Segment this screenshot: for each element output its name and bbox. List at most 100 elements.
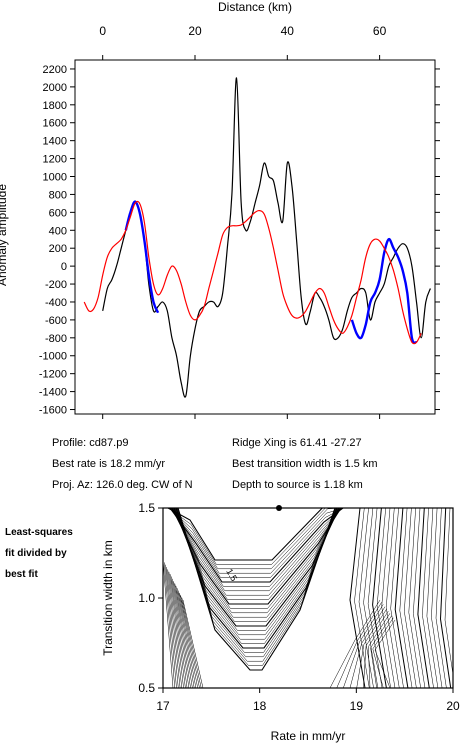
- contour-line: [165, 564, 177, 688]
- profile-series-blue: [124, 200, 160, 314]
- contour-line: [171, 508, 342, 600]
- contour-line: [166, 567, 179, 688]
- contour-line: [435, 508, 447, 688]
- contour-line: [363, 610, 389, 688]
- contour-line: [354, 508, 370, 688]
- contour-line: [372, 617, 394, 688]
- profile-y-tick-label: 2000: [43, 82, 67, 94]
- contour-line: [175, 508, 338, 649]
- contour-line: [173, 508, 340, 627]
- contour-line: [444, 508, 453, 677]
- side-label-line1: Least-squares: [5, 527, 73, 538]
- contour-line: [376, 508, 391, 688]
- profile-y-tick-label: 800: [49, 189, 67, 201]
- contour-line: [408, 508, 421, 688]
- contour-line: [170, 508, 342, 596]
- info-proj: Proj. Az: 126.0 deg. CW of N: [52, 479, 193, 491]
- contour-x-ticks: 17 18 19 20: [156, 688, 460, 713]
- contour-line: [172, 578, 188, 688]
- contour-line: [439, 508, 452, 688]
- profile-y-tick-label: 2200: [43, 64, 67, 76]
- profile-series-black: [102, 77, 431, 398]
- profile-y-tick-label: 1600: [43, 118, 67, 130]
- contour-line: [176, 508, 337, 653]
- contour-x-tick-label: 19: [350, 699, 364, 713]
- contour-line: [426, 508, 439, 688]
- profile-ylabel: Anomaly amplitude: [0, 184, 9, 286]
- info-block: Profile: cd87.p9 Ridge Xing is 61.41 -27…: [52, 437, 378, 491]
- profile-series-blue: [350, 238, 418, 345]
- contour-line: [394, 508, 409, 688]
- contour-line: [343, 604, 384, 688]
- profile-x-ticks: 0 20 40 60: [99, 24, 387, 419]
- contour-x-tick-label: 17: [156, 699, 170, 713]
- side-label: Least-squares fit divided by best fit: [5, 527, 73, 580]
- contour-line: [169, 574, 184, 688]
- contour-line: [349, 606, 386, 688]
- contour-line: [374, 619, 396, 688]
- contour-line: [174, 583, 191, 688]
- profile-y-tick-label: -1000: [39, 351, 67, 363]
- side-label-line3: best fit: [5, 569, 38, 580]
- contour-line: [174, 508, 339, 640]
- profile-y-ticks: 2200200018001600140012001000800600400200…: [39, 64, 440, 417]
- profile-x-tick-label: 0: [99, 24, 106, 38]
- contour-line: [399, 508, 413, 688]
- info-best-rate: Best rate is 18.2 mm/yr: [52, 458, 165, 470]
- profile-y-tick-label: -1200: [39, 369, 67, 381]
- profile-y-tick-label: -1400: [39, 387, 67, 399]
- contour-line: [417, 508, 430, 688]
- profile-x-tick-label: 40: [281, 24, 295, 38]
- contour-ylabel: Transition width in km: [101, 540, 115, 656]
- contour-line: [173, 581, 190, 688]
- contour-line: [169, 508, 344, 578]
- contour-x-tick-label: 20: [446, 699, 460, 713]
- profile-x-tick-label: 60: [373, 24, 387, 38]
- contour-line: [163, 562, 176, 688]
- contour-label: 1.5: [224, 567, 239, 583]
- profile-y-tick-label: 1400: [43, 136, 67, 148]
- contour-line: [167, 508, 345, 561]
- profile-y-tick-label: 400: [49, 225, 67, 237]
- contour-line: [367, 508, 383, 688]
- contour-line: [170, 508, 343, 587]
- contour-line: [385, 508, 400, 688]
- contour-line: [177, 508, 336, 666]
- profile-y-tick-label: -200: [45, 279, 67, 291]
- contour-x-tick-label: 18: [253, 699, 267, 713]
- profile-y-tick-label: 1800: [43, 100, 67, 112]
- profile-series-red: [83, 200, 422, 345]
- info-depth: Depth to source is 1.18 km: [232, 479, 363, 491]
- contour-line: [169, 508, 344, 583]
- contour-lines: [163, 508, 453, 688]
- contour-line: [370, 615, 392, 688]
- contour-line: [170, 508, 343, 592]
- contour-line: [372, 508, 387, 688]
- contour-line: [363, 508, 379, 688]
- profile-y-tick-label: 200: [49, 243, 67, 255]
- info-ridge: Ridge Xing is 61.41 -27.27: [232, 437, 362, 449]
- profile-xlabel: Distance (km): [218, 0, 292, 14]
- profile-y-tick-label: -1600: [39, 405, 67, 417]
- contour-line: [179, 592, 198, 688]
- contour-line: [174, 508, 339, 631]
- contour-line: [171, 508, 342, 605]
- profile-y-tick-label: 0: [61, 261, 67, 273]
- profile-series: [83, 77, 431, 398]
- contour-y-ticks: 0.5 1.0 1.5: [138, 501, 163, 695]
- contour-line: [404, 508, 417, 688]
- profile-plot-frame: [74, 59, 436, 415]
- contour-line: [176, 588, 195, 688]
- contour-line: [336, 602, 382, 688]
- contour-line: [172, 508, 341, 614]
- contour-line: [177, 508, 336, 671]
- contour-line: [356, 608, 387, 688]
- contour-y-tick-label: 1.5: [138, 501, 155, 515]
- contour-xlabel: Rate in mm/yr: [271, 729, 346, 743]
- contour-line: [169, 508, 344, 574]
- contour-line: [178, 590, 197, 688]
- contour-line: [329, 599, 381, 688]
- contour-line: [431, 508, 443, 688]
- contour-line: [390, 508, 404, 688]
